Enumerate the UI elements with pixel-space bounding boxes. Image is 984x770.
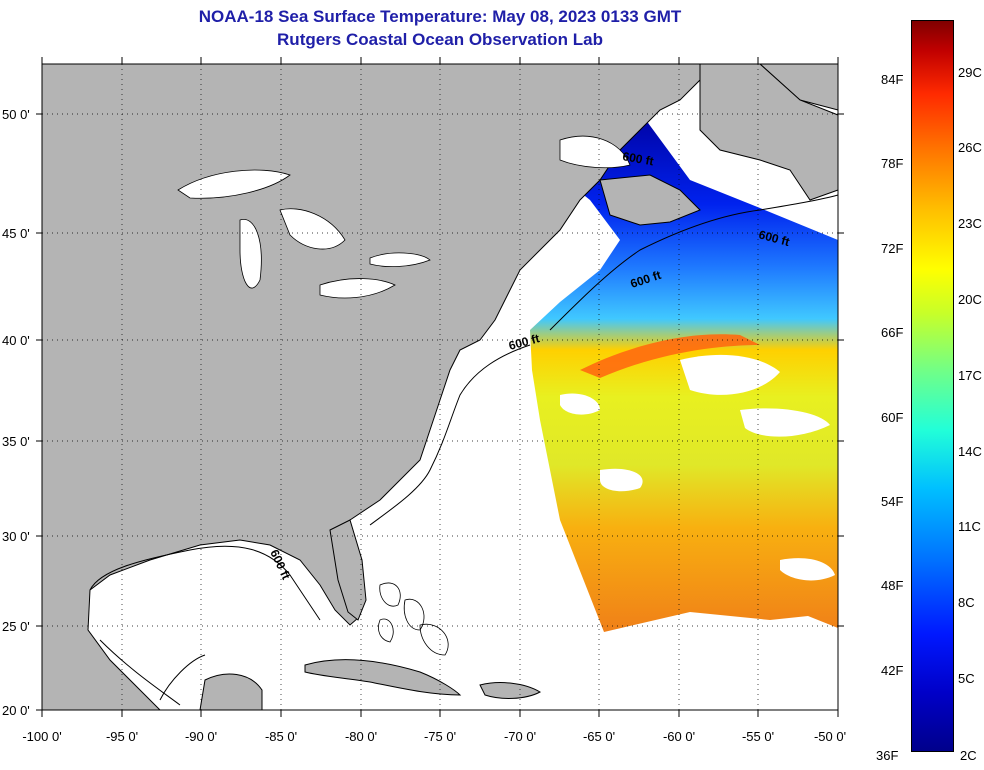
lat-label: 50 0' [2, 107, 30, 122]
lon-label: -55 0' [741, 729, 775, 744]
colorbar-celsius-label: 17C [958, 368, 982, 383]
colorbar-fahrenheit-label: 78F [881, 156, 904, 171]
colorbar-celsius-label: 5C [958, 671, 975, 686]
lon-label: -60 0' [662, 729, 696, 744]
cloud-gap [560, 393, 600, 415]
colorbar-celsius-label: 11C [958, 519, 981, 534]
colorbar-fahrenheit-label: 36F [876, 748, 899, 763]
lon-label: -50 0' [813, 729, 847, 744]
colorbar-celsius-label: 23C [958, 216, 982, 231]
lon-label: -85 0' [264, 729, 298, 744]
st-lawrence [559, 135, 631, 169]
great-lakes [177, 169, 431, 299]
lat-label: 20 0' [2, 703, 30, 718]
land-yucatan [199, 673, 263, 711]
chart-subtitle: Rutgers Coastal Ocean Observation Lab [277, 30, 603, 49]
temperature-colorbar [911, 20, 954, 752]
gulf-stream-filament [580, 334, 760, 378]
colorbar-fahrenheit-label: 84F [881, 72, 904, 87]
lon-label: -95 0' [105, 729, 139, 744]
lon-label: -65 0' [582, 729, 616, 744]
colorbar-fahrenheit-label: 48F [881, 578, 904, 593]
bahamas [378, 582, 449, 656]
colorbar-fahrenheit-label: 42F [881, 663, 904, 678]
lat-label: 30 0' [2, 529, 30, 544]
cloud-gap [600, 468, 643, 492]
cloud-gap [680, 354, 780, 395]
lon-label: -100 0' [22, 729, 62, 744]
colorbar-fahrenheit-label: 72F [881, 241, 904, 256]
lat-label: 40 0' [2, 333, 30, 348]
chart-title: NOAA-18 Sea Surface Temperature: May 08,… [198, 7, 682, 26]
land-cuba [304, 659, 462, 696]
lat-label: 45 0' [2, 226, 30, 241]
lon-label: -70 0' [503, 729, 537, 744]
lon-label: -90 0' [184, 729, 218, 744]
land-florida [329, 519, 367, 621]
cloud-gap [740, 408, 830, 437]
colorbar-celsius-label: 20C [958, 292, 982, 307]
cloud-gap [780, 558, 835, 581]
colorbar-fahrenheit-label: 60F [881, 410, 904, 425]
colorbar-celsius-label: 2C [960, 748, 977, 763]
colorbar-celsius-label: 26C [958, 140, 982, 155]
colorbar-fahrenheit-label: 54F [881, 494, 904, 509]
frame-ticks [36, 57, 844, 717]
land-maritime-canada [699, 63, 839, 201]
colorbar-celsius-label: 29C [958, 65, 982, 80]
lat-label: 25 0' [2, 619, 30, 634]
colorbar-fahrenheit-label: 66F [881, 325, 904, 340]
lon-label: -80 0' [344, 729, 378, 744]
lon-label: -75 0' [423, 729, 457, 744]
lat-label: 35 0' [2, 434, 30, 449]
contour-label: 600 ft [621, 149, 654, 168]
isobath-600ft [89, 194, 839, 621]
isobath-gulf [99, 639, 206, 706]
colorbar-celsius-label: 8C [958, 595, 975, 610]
land-hispaniola [479, 682, 542, 699]
colorbar-celsius-label: 14C [958, 444, 982, 459]
land-nova-scotia [599, 174, 701, 226]
